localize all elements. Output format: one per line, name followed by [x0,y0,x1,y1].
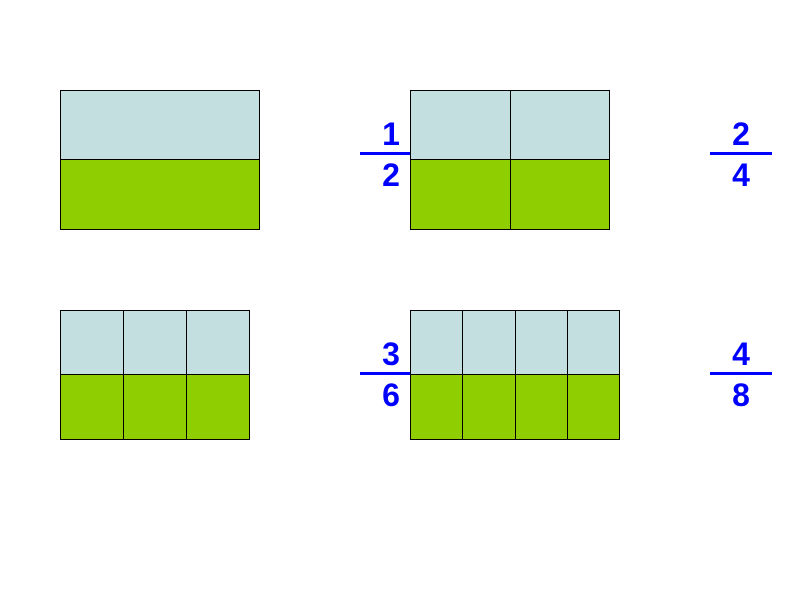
panel-one-half: 1 2 [50,70,430,270]
cell-bottom [411,375,463,439]
cell-top [61,91,259,160]
numerator: 2 [710,118,772,152]
rect-two-fourths [410,90,610,230]
top-row [411,311,619,375]
cell-top [61,311,124,375]
cell-top [516,311,568,375]
cell-bottom [411,160,511,229]
panel-two-fourths: 2 4 [400,70,780,270]
cell-bottom [463,375,515,439]
top-row [61,311,249,375]
grid-two-fourths [410,90,610,230]
panel-four-eighths: 4 8 [400,290,780,490]
denominator: 4 [710,155,772,191]
cell-top [568,311,619,375]
rect-three-sixths [60,310,250,440]
cell-bottom [511,160,610,229]
grid-one-half [60,90,260,230]
bottom-row [61,160,259,229]
rect-one-half [60,90,260,230]
numerator: 4 [710,338,772,372]
cell-top [411,311,463,375]
denominator: 8 [710,375,772,411]
grid-four-eighths [410,310,620,440]
fraction-four-eighths: 4 8 [710,338,772,411]
bottom-row [411,375,619,439]
cell-bottom [61,375,124,439]
panel-three-sixths: 3 6 [50,290,430,490]
rect-four-eighths [410,310,620,440]
cell-bottom [568,375,619,439]
cell-bottom [124,375,187,439]
fraction-two-fourths: 2 4 [710,118,772,191]
cell-bottom [516,375,568,439]
cell-top [187,311,249,375]
grid-three-sixths [60,310,250,440]
cell-top [124,311,187,375]
top-row [411,91,609,160]
bottom-row [61,375,249,439]
cell-bottom [187,375,249,439]
cell-top [463,311,515,375]
cell-top [411,91,511,160]
bottom-row [411,160,609,229]
cell-bottom [61,160,259,229]
fractions-diagram-canvas: 1 2 2 4 3 6 [0,0,794,596]
cell-top [511,91,610,160]
top-row [61,91,259,160]
